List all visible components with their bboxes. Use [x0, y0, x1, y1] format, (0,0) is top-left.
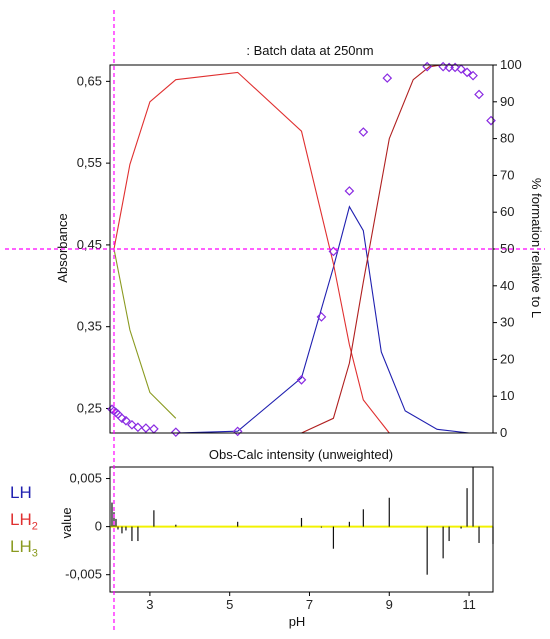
- legend-entry: LH3: [10, 537, 38, 559]
- y-tick-label: 0,65: [77, 73, 102, 88]
- y2-tick-label: 30: [500, 315, 514, 330]
- residual-y-tick-label: -0,005: [65, 567, 102, 582]
- residual-y-label: value: [59, 507, 74, 538]
- observed-point: [121, 415, 131, 426]
- y-axis-ticks: 0,25 0,35 0,45 0,55 0,65: [77, 73, 110, 415]
- residual-y-ticks: 0,005 0 -0,005: [65, 471, 110, 582]
- y2-tick-label: 10: [500, 388, 514, 403]
- observed-point: [462, 67, 472, 78]
- x-tick-label: 5: [226, 597, 233, 612]
- observed-point: [170, 427, 181, 438]
- observed-point: [316, 312, 327, 322]
- y2-axis-label: % formation relative to L: [529, 178, 544, 318]
- chart-title: : Batch data at 250nm: [246, 43, 373, 58]
- y2-tick-label: 80: [500, 131, 514, 146]
- y2-tick-label: 50: [500, 241, 514, 256]
- series-line-3: [113, 248, 177, 419]
- observed-point: [328, 246, 339, 257]
- residual-y-tick-label: 0,005: [69, 471, 102, 486]
- y2-tick-label: 20: [500, 351, 514, 366]
- x-tick-label: 3: [146, 597, 153, 612]
- x-tick-label: 7: [306, 597, 313, 612]
- observed-point: [127, 419, 137, 430]
- y-tick-label: 0,45: [77, 237, 102, 252]
- observed-point: [117, 413, 127, 424]
- y2-tick-label: 40: [500, 278, 514, 293]
- x-axis-ticks: 3 5 7 9 11: [146, 592, 476, 612]
- crosshair: [5, 10, 545, 632]
- legend-subscript: 3: [31, 547, 38, 560]
- legend-label: LH: [10, 483, 32, 502]
- observed-point: [468, 70, 478, 81]
- y2-tick-label: 70: [500, 167, 514, 182]
- series-line-2: [301, 64, 493, 434]
- y-tick-label: 0,55: [77, 155, 102, 170]
- legend-label: LH: [10, 510, 32, 529]
- y2-axis-ticks: 0 10 20 30 40 50 60 70 80 90 100: [493, 57, 522, 440]
- observed-point: [344, 186, 355, 196]
- legend-entry: LH: [10, 483, 32, 503]
- absorbance-chart: : Batch data at 250nm Absorbance % forma…: [55, 43, 544, 440]
- residual-chart: Obs-Calc intensity (unweighted) value pH…: [59, 447, 494, 629]
- observed-point: [474, 89, 484, 100]
- observed-point: [232, 426, 243, 437]
- observed-point: [456, 64, 466, 74]
- observed-point: [296, 374, 307, 385]
- series-line-0: [114, 205, 470, 434]
- x-tick-label: 9: [386, 597, 393, 612]
- y2-tick-label: 0: [500, 425, 507, 440]
- legend-entry: LH2: [10, 510, 38, 532]
- plot-area-bottom: [109, 466, 494, 593]
- legend-subscript: 2: [31, 520, 38, 533]
- y2-tick-label: 100: [500, 57, 522, 72]
- observed-point: [149, 424, 159, 434]
- x-tick-label: 11: [462, 597, 476, 612]
- observed-point: [486, 115, 496, 126]
- observed-point: [141, 423, 151, 433]
- y2-tick-label: 60: [500, 204, 514, 219]
- series-line-1: [113, 71, 390, 434]
- residual-y-tick-label: 0: [95, 519, 102, 534]
- y-tick-label: 0,35: [77, 319, 102, 334]
- residual-title: Obs-Calc intensity (unweighted): [209, 447, 393, 462]
- observed-point: [358, 127, 369, 137]
- observed-point: [133, 422, 143, 433]
- x-axis-label: pH: [289, 614, 306, 629]
- y-tick-label: 0,25: [77, 400, 102, 415]
- y-axis-label: Absorbance: [55, 213, 70, 282]
- observed-point: [450, 62, 460, 73]
- series-group: [113, 64, 493, 434]
- residual-bars: [110, 467, 494, 575]
- y2-tick-label: 90: [500, 94, 514, 109]
- legend-label: LH: [10, 537, 32, 556]
- observed-point: [382, 73, 393, 83]
